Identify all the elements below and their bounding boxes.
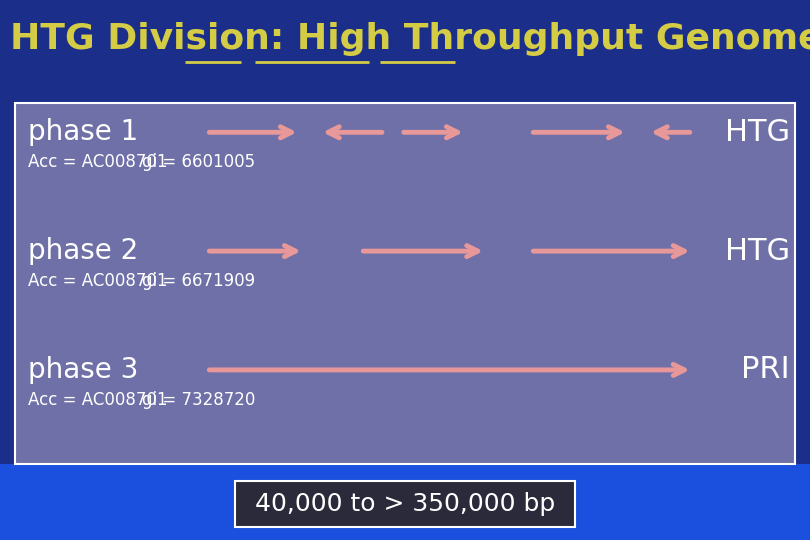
Text: 40,000 to > 350,000 bp: 40,000 to > 350,000 bp xyxy=(255,491,555,516)
Text: HTG Division: High Throughput Genome Records: HTG Division: High Throughput Genome Rec… xyxy=(10,22,810,56)
Text: HTG: HTG xyxy=(725,237,790,266)
Text: gi = 6601005: gi = 6601005 xyxy=(142,153,255,171)
Text: Acc = AC008701: Acc = AC008701 xyxy=(28,272,168,290)
Text: PRI: PRI xyxy=(741,355,790,384)
Text: HTG: HTG xyxy=(725,118,790,147)
Text: phase 2: phase 2 xyxy=(28,237,139,265)
Bar xyxy=(15,103,795,464)
Text: gi = 6671909: gi = 6671909 xyxy=(142,272,255,290)
Text: gi = 7328720: gi = 7328720 xyxy=(142,390,255,409)
Text: phase 3: phase 3 xyxy=(28,356,139,384)
Text: Acc = AC008701: Acc = AC008701 xyxy=(28,153,168,171)
Bar xyxy=(235,481,575,526)
Bar xyxy=(0,464,810,540)
Text: phase 1: phase 1 xyxy=(28,118,139,146)
Text: Acc = AC008701: Acc = AC008701 xyxy=(28,390,168,409)
